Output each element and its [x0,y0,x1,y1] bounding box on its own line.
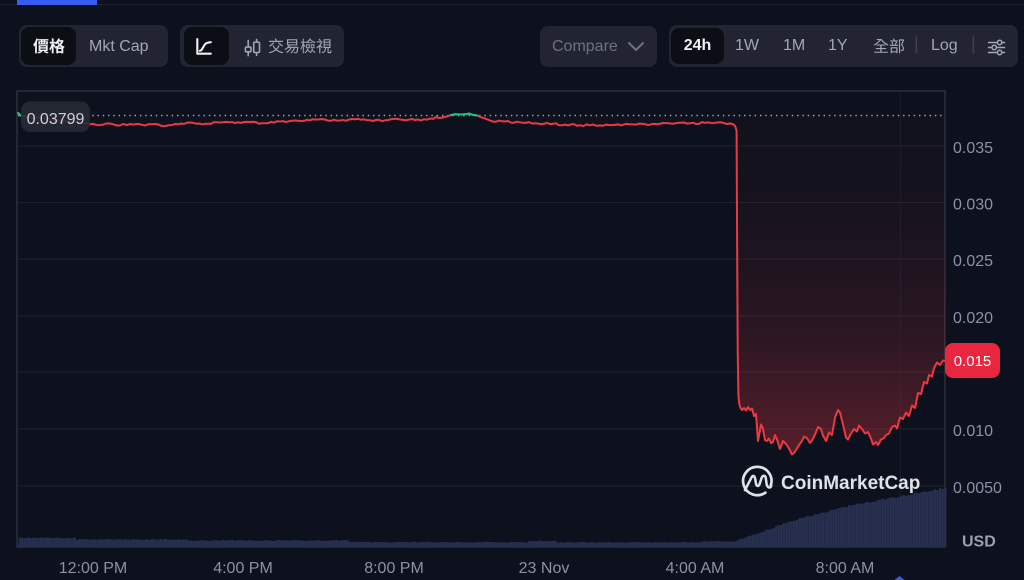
svg-text:0.030: 0.030 [953,197,993,214]
svg-text:0.03799: 0.03799 [27,111,85,128]
svg-text:23 Nov: 23 Nov [519,560,570,577]
svg-text:4:00 PM: 4:00 PM [213,560,273,577]
svg-text:0.025: 0.025 [953,253,993,270]
svg-text:12:00 PM: 12:00 PM [59,560,127,577]
svg-text:8:00 PM: 8:00 PM [364,560,424,577]
svg-text:8:00 AM: 8:00 AM [816,560,875,577]
svg-text:0.015: 0.015 [954,353,992,370]
svg-text:CoinMarketCap: CoinMarketCap [781,473,920,494]
svg-text:USD: USD [962,534,996,551]
svg-text:0.035: 0.035 [953,140,993,157]
svg-text:4:00 AM: 4:00 AM [666,560,725,577]
svg-text:0.010: 0.010 [953,423,993,440]
svg-text:0.020: 0.020 [953,310,993,327]
svg-text:0.0050: 0.0050 [953,480,1002,497]
